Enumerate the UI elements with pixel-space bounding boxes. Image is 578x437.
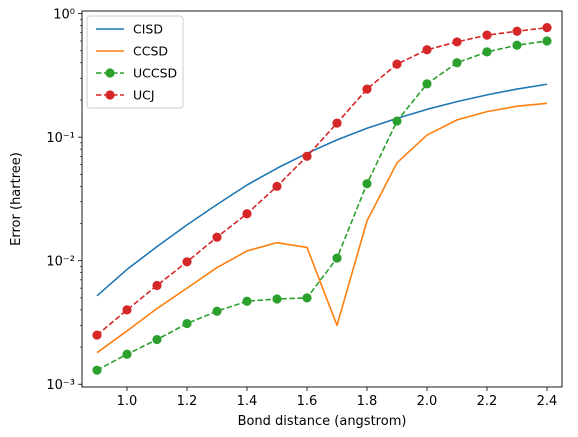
data-point-ucj xyxy=(362,84,372,94)
series-cisd xyxy=(96,83,548,297)
data-point-ucj xyxy=(422,45,432,55)
y-tick-label: 10⁰ xyxy=(53,8,75,23)
data-point-ucj xyxy=(512,26,522,36)
series-line-cisd xyxy=(96,83,548,297)
data-point-ucj xyxy=(152,280,162,291)
x-tick-label: 1.8 xyxy=(357,394,378,409)
data-point-ucj xyxy=(212,232,222,242)
series-layer xyxy=(92,23,552,375)
data-point-ucj xyxy=(272,181,282,191)
data-point-uccsd xyxy=(122,349,132,359)
data-point-uccsd xyxy=(332,253,342,263)
data-point-ucj xyxy=(302,151,312,161)
legend-label-cisd: CISD xyxy=(133,22,163,37)
x-tick-label: 2.4 xyxy=(537,394,558,409)
series-line-uccsd xyxy=(96,40,548,371)
y-tick-label: 10⁻¹ xyxy=(46,131,75,146)
x-axis-label: Bond distance (angstrom) xyxy=(238,414,407,429)
series-ucj xyxy=(92,23,552,340)
data-point-ucj xyxy=(122,305,132,315)
data-point-uccsd xyxy=(362,179,372,189)
x-tick-label: 2.2 xyxy=(477,394,498,409)
legend-label-uccsd: UCCSD xyxy=(133,66,177,81)
data-point-uccsd xyxy=(302,293,312,303)
series-ccsd xyxy=(96,102,548,354)
data-point-uccsd xyxy=(542,36,552,46)
legend-marker-uccsd xyxy=(105,68,115,78)
x-tick-label: 2.0 xyxy=(417,394,438,409)
data-point-uccsd xyxy=(92,365,102,375)
data-point-uccsd xyxy=(272,294,282,304)
plot-frame xyxy=(81,10,563,388)
data-point-ucj xyxy=(332,118,342,128)
y-axis-label: Error (hartree) xyxy=(9,152,24,246)
data-point-ucj xyxy=(182,257,192,267)
data-point-uccsd xyxy=(152,334,162,345)
x-tick-label: 1.6 xyxy=(297,394,318,409)
data-point-ucj xyxy=(482,30,492,40)
data-point-ucj xyxy=(242,209,252,219)
data-point-uccsd xyxy=(182,318,192,329)
series-line-ccsd xyxy=(96,102,548,354)
series-uccsd xyxy=(92,36,552,375)
axes-layer: 1.0 1.2 1.4 1.6 1.8 2.0 2.2 2.4 10⁻³ 10⁻² 10⁻¹ 10⁰ xyxy=(46,8,557,409)
y-tick-label: 10⁻³ xyxy=(46,378,75,393)
data-point-ucj xyxy=(92,330,102,340)
legend-label-ucj: UCJ xyxy=(133,88,155,103)
data-point-ucj xyxy=(392,59,402,69)
data-point-uccsd xyxy=(242,296,252,306)
legend: CISD CCSD UCCSD UCJ xyxy=(86,15,184,109)
legend-marker-ucj xyxy=(105,90,115,100)
data-point-uccsd xyxy=(482,47,492,57)
data-point-ucj xyxy=(452,37,462,47)
legend-box xyxy=(86,15,184,109)
data-point-uccsd xyxy=(422,79,432,89)
data-point-ucj xyxy=(542,23,552,33)
data-point-uccsd xyxy=(452,58,462,68)
y-tick-label: 10⁻² xyxy=(46,255,75,270)
data-point-uccsd xyxy=(212,306,222,316)
data-point-uccsd xyxy=(512,40,522,50)
x-tick-label: 1.0 xyxy=(117,394,138,409)
x-tick-label: 1.4 xyxy=(237,394,258,409)
legend-label-ccsd: CCSD xyxy=(133,44,168,59)
data-point-uccsd xyxy=(392,116,402,126)
x-tick-label: 1.2 xyxy=(177,394,198,409)
series-line-ucj xyxy=(96,26,548,336)
